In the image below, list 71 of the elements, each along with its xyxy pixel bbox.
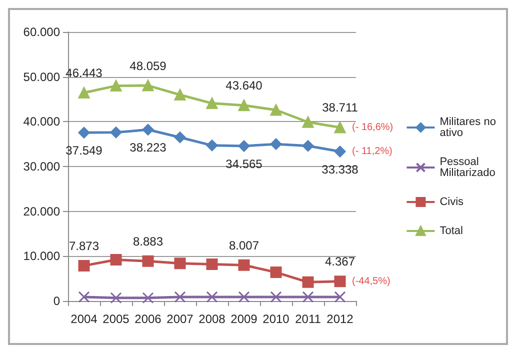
point [270,266,282,278]
data-label: 33.338 [322,162,359,176]
legend-label: Civis [440,196,464,208]
point [78,291,90,303]
point [334,291,346,303]
data-label: 46.443 [66,66,103,80]
data-label: 8.883 [132,234,164,248]
data-label: 34.565 [226,156,263,171]
point [110,292,122,304]
y-tick-label: 20.000 [23,204,60,218]
point [142,292,154,304]
point [110,254,122,266]
point [174,291,186,303]
point [206,98,218,110]
legend-label: Pessoal Militarizado [440,156,496,179]
x-tick-label: 2009 [230,312,258,326]
data-label: 43.640 [226,78,263,93]
point [142,124,154,136]
annotation: (-44,5%) [352,276,390,287]
point [238,291,250,303]
annotation: (- 16,6%) [352,122,394,133]
y-tick-label: 0 [53,294,60,308]
data-label: 38.223 [130,140,167,154]
point [238,100,250,112]
y-tick-label: 10.000 [23,249,60,264]
point [334,122,346,134]
point [270,104,282,116]
y-tick-label: 30.000 [23,160,60,174]
data-label: 8.007 [228,238,260,252]
point [206,258,218,270]
point [302,116,314,128]
point [142,80,154,92]
data-label: 4.367 [324,254,356,269]
point [270,138,282,150]
data-label: 37.549 [66,143,103,158]
y-tick-label: 40.000 [23,114,60,129]
data-label: 48.059 [130,58,167,73]
point [174,258,186,270]
x-tick-label: 2010 [262,312,290,326]
y-tick-label: 60.000 [23,25,60,39]
x-tick-label: 2008 [198,312,226,326]
point [206,291,218,303]
point [334,276,346,288]
point [174,132,186,144]
x-tick-label: 2007 [166,312,194,326]
point [302,276,314,288]
point [78,260,90,272]
point [238,140,250,152]
x-tick-label: 2004 [70,312,98,326]
y-tick-label: 50.000 [23,70,60,84]
legend-label: Militares no ativo [440,116,499,139]
point [238,259,250,271]
point [110,80,122,92]
x-tick-label: 2012 [326,312,354,326]
data-label: 38.711 [322,100,358,115]
x-tick-label: 2005 [102,312,130,326]
legend-label: Total [440,225,463,237]
point [78,126,90,138]
annotation: (- 11,2%) [352,146,392,158]
point [142,255,154,267]
point [206,140,218,152]
x-tick-label: 2011 [295,312,322,326]
point [302,140,314,152]
point [174,89,186,101]
point [78,87,90,99]
point [302,291,314,303]
x-tick-label: 2006 [134,312,162,326]
point [334,146,346,158]
point [270,291,282,303]
point [110,126,122,138]
data-label: 7.873 [68,238,100,253]
